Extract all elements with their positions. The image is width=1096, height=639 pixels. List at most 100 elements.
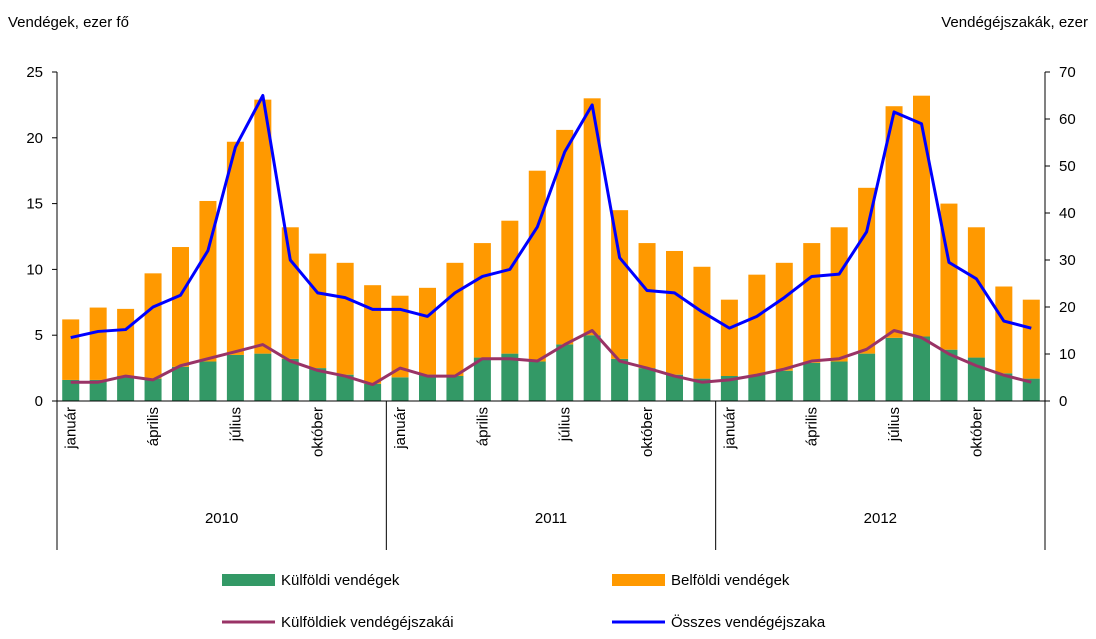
bar (940, 349, 958, 401)
bar (803, 362, 821, 401)
x-tick-label: január (721, 407, 738, 450)
x-tick-label: július (557, 407, 574, 442)
bar (62, 319, 80, 380)
bar (281, 358, 299, 401)
x-tick-label: április (474, 407, 491, 446)
bar (556, 129, 574, 345)
bar (254, 353, 272, 401)
bar (391, 295, 409, 378)
x-tick-label: január (392, 407, 409, 450)
bar (446, 262, 464, 376)
bar (144, 378, 162, 401)
legend-label: Külföldi vendégek (281, 572, 400, 589)
y2-tick-label: 0 (1059, 393, 1067, 410)
bar (967, 227, 985, 358)
bar (748, 374, 766, 401)
bar (144, 273, 162, 379)
bar (995, 286, 1013, 374)
bar (611, 210, 629, 359)
y2-tick-label: 60 (1059, 111, 1076, 128)
y2-tick-label: 10 (1059, 346, 1076, 363)
line-series (70, 329, 1032, 387)
bar (666, 250, 683, 375)
bar (885, 106, 903, 338)
x-tick-label: január (63, 407, 80, 450)
bar (638, 368, 656, 401)
bar (364, 383, 382, 401)
y-tick-label: 20 (26, 130, 43, 147)
y-tick-label: 0 (35, 393, 43, 410)
bar (583, 335, 601, 401)
group-label: 2012 (864, 510, 897, 527)
x-tick-label: április (804, 407, 821, 446)
bar (803, 243, 821, 363)
bar (199, 200, 217, 362)
bar (364, 285, 382, 384)
bar (528, 361, 546, 401)
bar (336, 374, 354, 401)
y2-tick-label: 40 (1059, 205, 1076, 222)
bar (391, 377, 409, 401)
x-tick-label: április (145, 407, 162, 446)
legend-label: Összes vendégéjszaka (671, 613, 826, 631)
bar (89, 307, 107, 380)
bar (419, 374, 436, 401)
bar (1022, 378, 1040, 401)
x-tick-label: október (968, 407, 985, 457)
bar (556, 344, 574, 401)
y-tick-label: 25 (26, 64, 43, 81)
group-label: 2010 (205, 510, 238, 527)
bar (775, 262, 793, 371)
bar (830, 227, 848, 362)
legend-label: Külföldiek vendégéjszakái (281, 614, 454, 631)
y-tick-label: 5 (35, 327, 43, 344)
bar (199, 361, 217, 401)
bar (775, 370, 793, 401)
y2-tick-label: 20 (1059, 299, 1076, 316)
group-label: 2011 (535, 510, 567, 527)
bar (858, 187, 876, 354)
y2-tick-label: 70 (1059, 64, 1076, 81)
bar (1022, 299, 1040, 379)
bar (858, 353, 876, 401)
bar (117, 375, 135, 401)
bar (501, 220, 519, 354)
bar (89, 379, 107, 401)
line-series (70, 94, 1032, 340)
x-tick-label: október (310, 407, 327, 457)
y-tick-label: 10 (26, 261, 43, 278)
bar (336, 262, 354, 375)
bar (309, 253, 327, 369)
bar (528, 170, 546, 362)
y-tick-label: 15 (26, 196, 43, 213)
bar (693, 266, 711, 379)
bar (281, 227, 299, 359)
bar (583, 98, 601, 336)
bar (62, 379, 80, 401)
bar (309, 368, 327, 401)
legend-swatch (222, 574, 275, 586)
y2-tick-label: 50 (1059, 158, 1076, 175)
bar (172, 247, 189, 367)
bar (473, 357, 491, 401)
bar (913, 336, 930, 401)
bar (693, 378, 711, 401)
bar (446, 375, 464, 401)
y2-axis-title: Vendégéjszakák, ezer (941, 14, 1088, 31)
y2-tick-label: 30 (1059, 252, 1076, 269)
x-tick-label: október (639, 407, 656, 457)
bar (226, 141, 244, 355)
bar (995, 373, 1013, 401)
bar (611, 358, 629, 401)
bar (666, 374, 683, 401)
bar (720, 299, 738, 376)
bar (501, 353, 519, 401)
legend-label: Belföldi vendégek (671, 572, 790, 589)
bar (419, 287, 436, 375)
x-tick-label: július (886, 407, 903, 442)
bar (638, 243, 656, 369)
bar (254, 99, 272, 354)
bar (830, 361, 848, 401)
bar (720, 375, 738, 401)
